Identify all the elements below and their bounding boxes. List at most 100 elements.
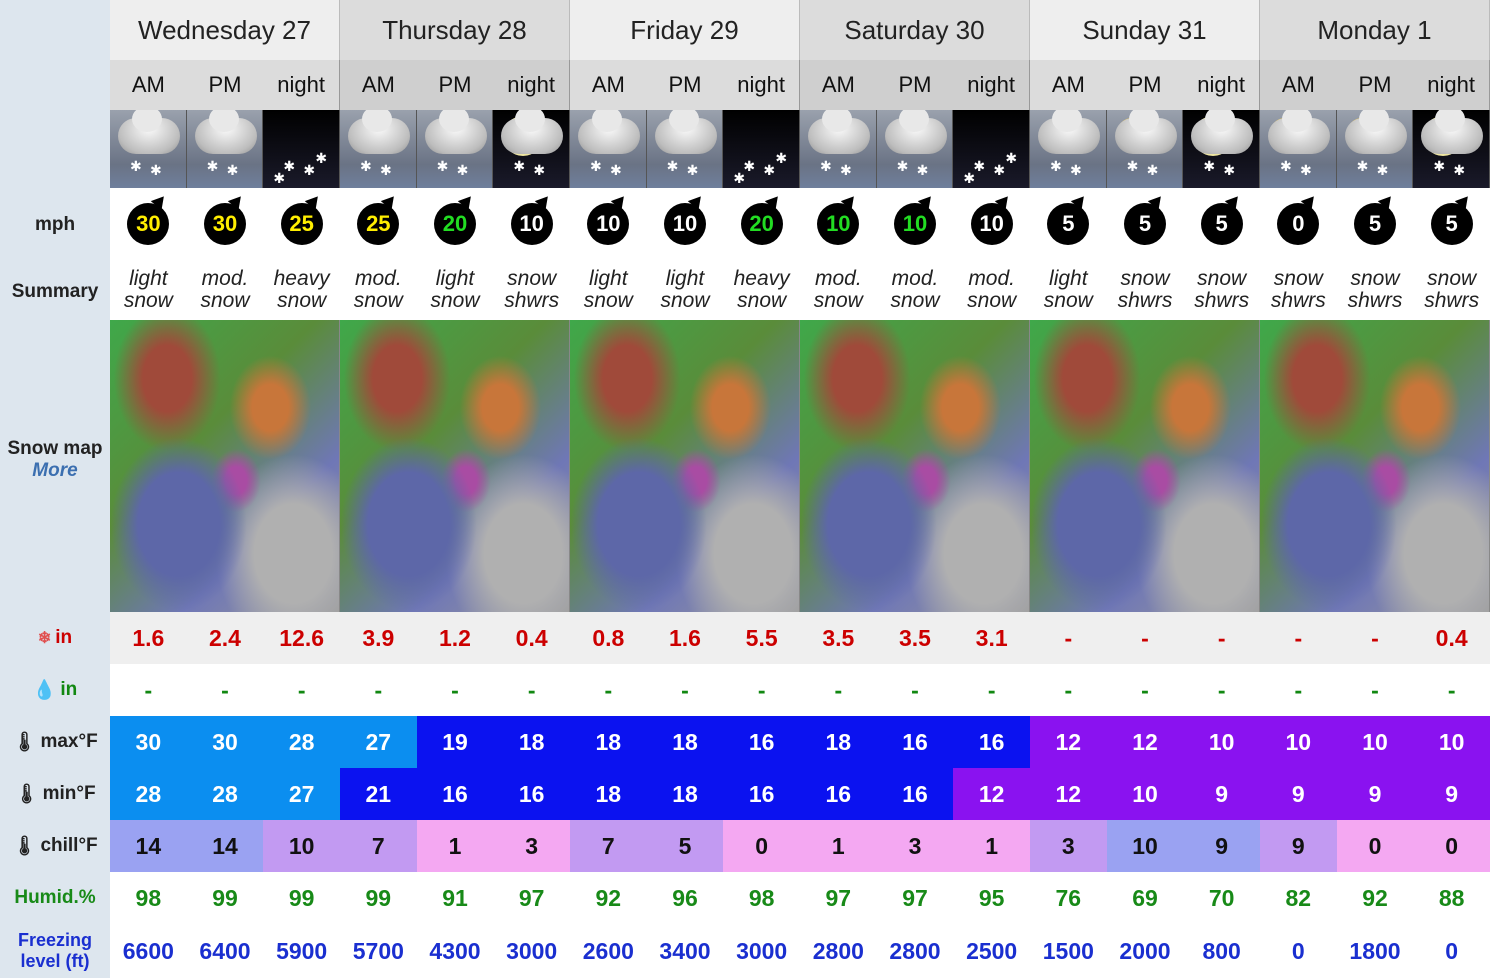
day-header[interactable]: Wednesday 27 — [110, 0, 340, 60]
snow-map-title: Snow map — [7, 438, 103, 459]
humid-cell: 92 — [595, 884, 622, 911]
freezing-cell: 2000 — [1119, 937, 1171, 964]
wind-speed: 5 — [1445, 211, 1458, 236]
period-label: PM — [416, 60, 494, 110]
moon-cloud-snow-icon: ✱ ✱ — [1183, 110, 1260, 188]
summary-text: snow shwrs — [493, 260, 570, 320]
wind-arrow-icon: 10 — [893, 191, 937, 245]
summary-line1: snow — [1273, 267, 1323, 290]
snow-cell: 3.5 — [799, 612, 877, 664]
snow-cell: - — [1106, 612, 1184, 664]
snow-map-image[interactable] — [799, 320, 1030, 612]
wind-speed: 20 — [749, 211, 774, 236]
chill-cell: 0 — [723, 820, 800, 872]
day-header[interactable]: Sunday 31 — [1029, 0, 1260, 60]
summary-line2: snow — [890, 289, 940, 312]
min-cell: 9 — [1183, 768, 1260, 820]
cloud-snow-icon: ✱ ✱ — [799, 110, 877, 188]
period-label: night — [493, 60, 570, 110]
min-cell: 9 — [1336, 768, 1414, 820]
rain-cell: - — [493, 664, 570, 716]
rain-cell: - — [1336, 664, 1414, 716]
snow-cell: 0.4 — [493, 612, 570, 664]
wind-indicator: 25 — [340, 188, 417, 260]
rain-cell: - — [1259, 664, 1337, 716]
wind-indicator: 10 — [953, 188, 1030, 260]
max-temp-text: max°F — [40, 731, 98, 752]
freezing-cell: 1500 — [1042, 937, 1094, 964]
thermometer-icon: 🌡 — [12, 836, 37, 857]
row-labels-sidebar: mph Summary Snow map More ❄ in 💧 in 🌡 ma… — [0, 0, 110, 978]
chill-cell: 1 — [953, 820, 1030, 872]
period-label: PM — [1336, 60, 1414, 110]
summary-line1: mod. — [354, 267, 402, 290]
more-link[interactable]: More — [32, 460, 78, 481]
summary-text: mod. snow — [187, 260, 264, 320]
wind-speed: 5 — [1062, 211, 1075, 236]
max-cell: 16 — [953, 716, 1030, 768]
snow-cell: 1.6 — [646, 612, 724, 664]
max-cell: 12 — [1106, 716, 1184, 768]
summary-line2: snow — [430, 289, 480, 312]
forecast-grid: Wednesday 27 Thursday 28 Friday 29 Saturday… — [110, 0, 1490, 978]
summary-line2: snow — [737, 289, 787, 312]
summary-text: snow shwrs — [1107, 260, 1184, 320]
summary-line2: snow — [123, 289, 173, 312]
summary-line1: snow — [1120, 267, 1170, 290]
thermometer-icon: 🌡 — [14, 784, 39, 805]
wind-speed: 10 — [826, 211, 851, 236]
chill-cell: 5 — [646, 820, 724, 872]
snow-map-image[interactable] — [569, 320, 800, 612]
sun-cloud-snow-icon: ✱ ✱ — [1259, 110, 1337, 188]
snow-cell: - — [1259, 612, 1337, 664]
snow-map-label: Snow map More — [0, 430, 110, 490]
raindrop-icon: 💧 — [32, 680, 57, 701]
period-label: night — [263, 60, 340, 110]
snow-cell: 2.4 — [186, 612, 264, 664]
wind-speed: 25 — [366, 211, 391, 236]
wind-arrow-icon: 10 — [970, 191, 1013, 245]
wind-arrow-icon: 10 — [817, 191, 860, 245]
humid-cell: 99 — [288, 884, 315, 911]
max-cell: 18 — [493, 716, 570, 768]
chill-cell: 7 — [569, 820, 647, 872]
snow-cell: 3.1 — [953, 612, 1030, 664]
day-header[interactable]: Saturday 30 — [799, 0, 1030, 60]
summary-line1: mod. — [968, 267, 1015, 290]
max-cell: 18 — [799, 716, 877, 768]
day-header[interactable]: Thursday 28 — [339, 0, 570, 60]
max-cell: 10 — [1183, 716, 1260, 768]
summary-text: light snow — [110, 260, 187, 320]
wind-arrow-icon: 20 — [433, 191, 477, 245]
summary-line2: shwrs — [504, 289, 560, 312]
cloud-snow-icon: ✱ ✱ — [186, 110, 264, 188]
night-snow-icon: ✱ ✱ ✱ ✱ — [263, 110, 340, 188]
summary-line2: snow — [967, 289, 1017, 312]
snow-map-image[interactable] — [1029, 320, 1260, 612]
snow-map-image[interactable] — [1259, 320, 1490, 612]
summary-line1: mod. — [891, 267, 939, 290]
chill-cell: 10 — [1106, 820, 1184, 872]
freezing-cell: 2600 — [582, 937, 634, 964]
max-cell: 10 — [1259, 716, 1337, 768]
snow-map-image[interactable] — [339, 320, 570, 612]
summary-line2: snow — [660, 289, 710, 312]
summary-line2: snow — [200, 289, 250, 312]
wind-speed: 5 — [1368, 211, 1382, 236]
period-label: PM — [876, 60, 954, 110]
day-header[interactable]: Monday 1 — [1259, 0, 1490, 60]
summary-line1: snow — [1197, 267, 1247, 290]
summary-text: light snow — [417, 260, 494, 320]
max-cell: 10 — [1336, 716, 1414, 768]
thermometer-icon: 🌡 — [12, 732, 37, 753]
min-cell: 28 — [110, 768, 187, 820]
min-cell: 16 — [493, 768, 570, 820]
day-header[interactable]: Friday 29 — [569, 0, 800, 60]
summary-line1: light — [1049, 267, 1088, 290]
min-cell: 21 — [339, 768, 417, 820]
snow-map-image[interactable] — [110, 320, 340, 612]
wind-arrow-icon: 5 — [1123, 191, 1167, 245]
moon-cloud-snow-icon: ✱ ✱ — [493, 110, 570, 188]
night-snow-icon: ✱ ✱ ✱ ✱ — [953, 110, 1030, 188]
rain-cell: - — [876, 664, 954, 716]
